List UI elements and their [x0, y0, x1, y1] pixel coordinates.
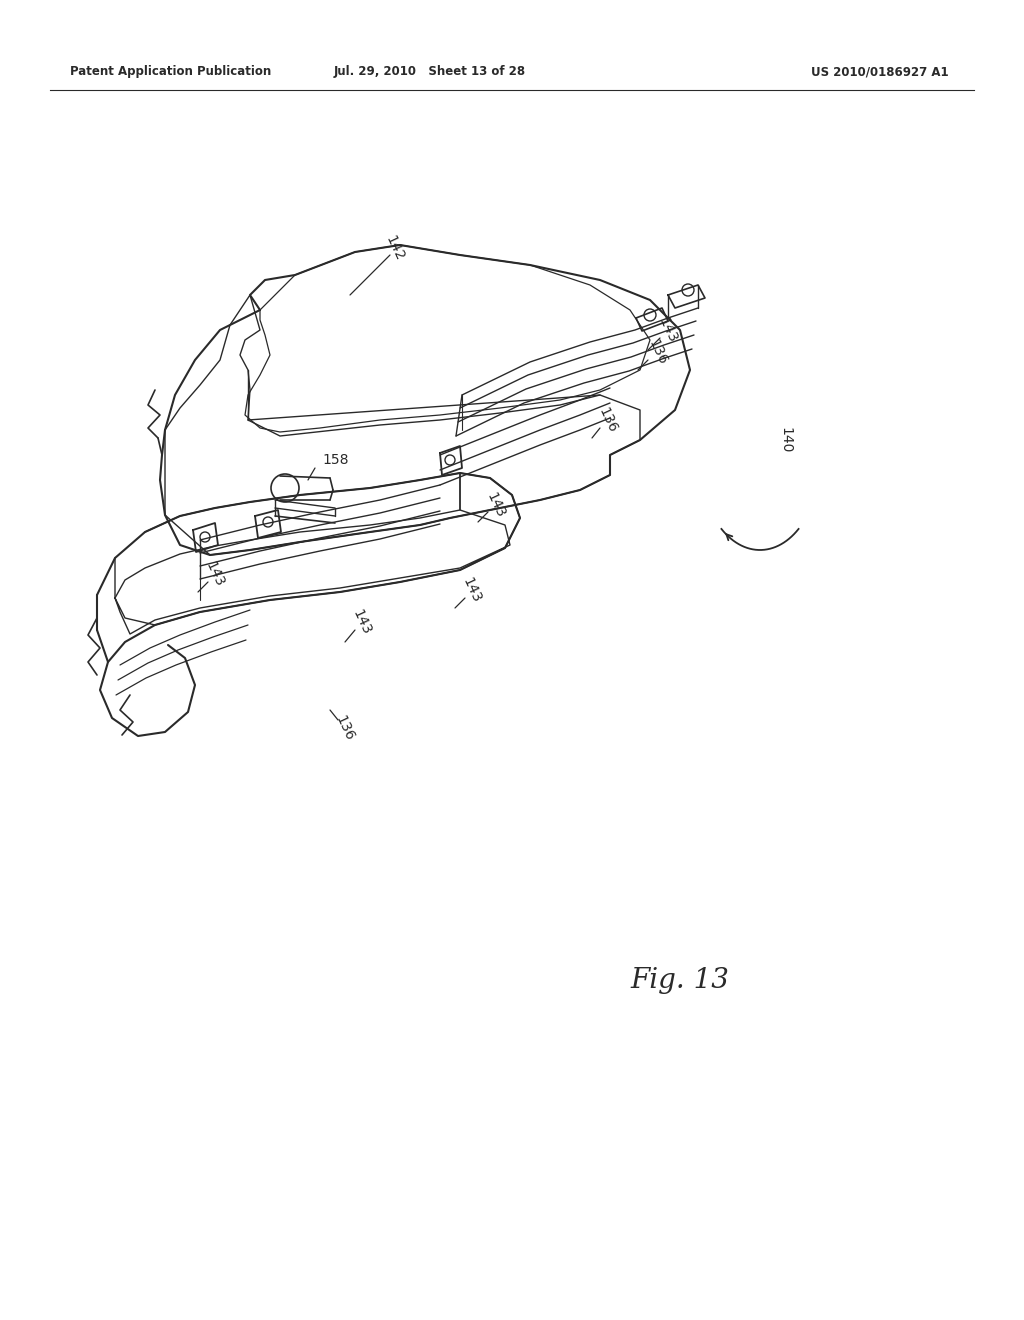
- Text: 143: 143: [484, 490, 508, 520]
- Text: 136: 136: [646, 337, 670, 367]
- Text: US 2010/0186927 A1: US 2010/0186927 A1: [811, 66, 949, 78]
- Text: 142: 142: [383, 234, 407, 263]
- Text: 158: 158: [322, 453, 348, 467]
- Text: 143: 143: [656, 315, 680, 345]
- Text: 140: 140: [778, 426, 792, 453]
- Text: 143: 143: [350, 607, 374, 638]
- Text: Jul. 29, 2010   Sheet 13 of 28: Jul. 29, 2010 Sheet 13 of 28: [334, 66, 526, 78]
- Text: Fig. 13: Fig. 13: [631, 966, 729, 994]
- Text: Patent Application Publication: Patent Application Publication: [70, 66, 271, 78]
- Text: 143: 143: [460, 576, 484, 605]
- Text: 136: 136: [596, 405, 620, 436]
- Text: 143: 143: [203, 560, 227, 589]
- Text: 136: 136: [333, 713, 357, 743]
